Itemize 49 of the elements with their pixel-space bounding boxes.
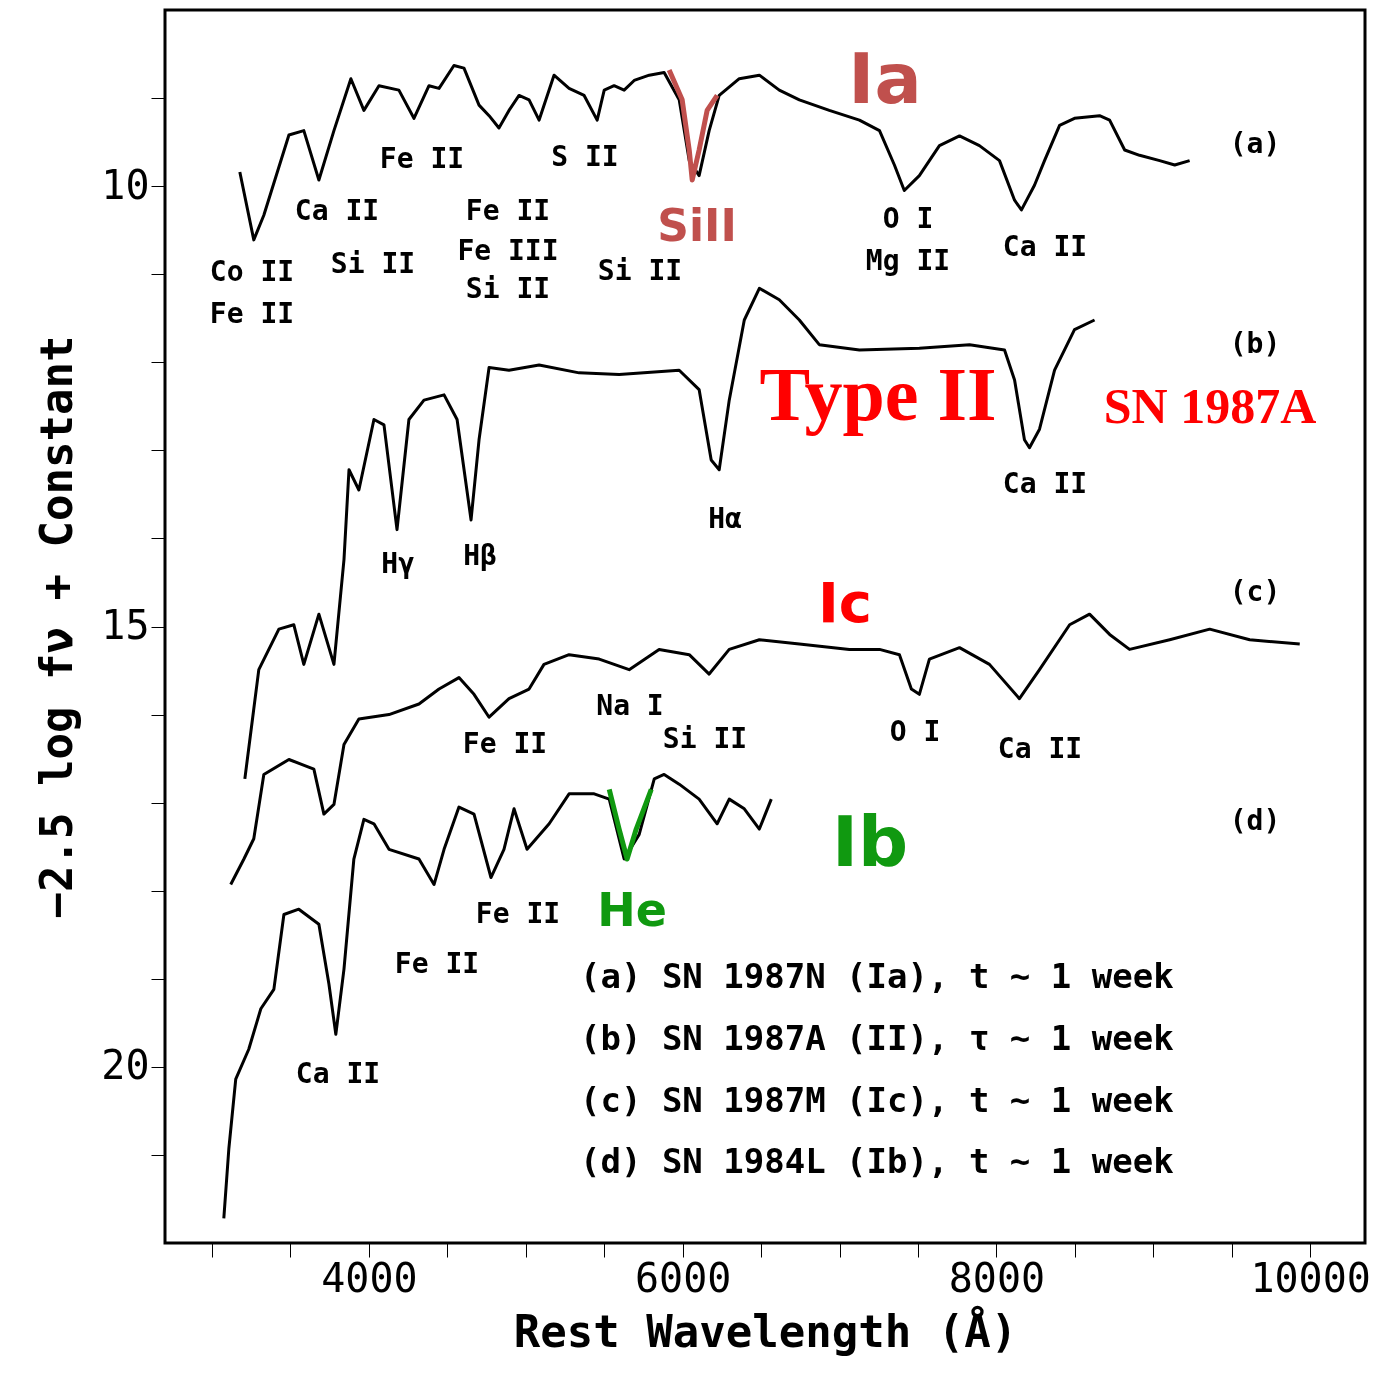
annotation: Ca II bbox=[997, 732, 1083, 765]
annotation: (c) bbox=[1229, 575, 1281, 608]
annotation: Co II bbox=[209, 255, 295, 288]
annotation: Hγ bbox=[381, 547, 415, 580]
annotation: Si II bbox=[662, 722, 748, 755]
annotation: (d) SN 1984L (Ib), t ~ 1 week bbox=[580, 1141, 1174, 1181]
annotation: (d) bbox=[1229, 804, 1281, 837]
annotation: (a) SN 1987N (Ia), t ~ 1 week bbox=[580, 956, 1174, 996]
annotation: Ca II bbox=[1002, 467, 1088, 500]
annotation: Si II bbox=[465, 272, 551, 305]
annotation: Ca II bbox=[1002, 230, 1088, 263]
annotation: SN 1987A bbox=[1103, 378, 1317, 434]
annotation: Ia bbox=[848, 38, 922, 120]
y-tick-label: 20 bbox=[101, 1042, 150, 1089]
annotation: Hα bbox=[708, 502, 742, 535]
annotation: S II bbox=[551, 140, 619, 173]
annotation: Ic bbox=[817, 570, 873, 635]
annotation: Mg II bbox=[865, 244, 951, 277]
annotation: Si II bbox=[330, 247, 416, 280]
y-axis-title: −2.5 log fν + Constant bbox=[31, 335, 83, 919]
annotation: Fe II bbox=[465, 194, 551, 227]
y-tick-label: 10 bbox=[101, 161, 150, 208]
annotation: Na I bbox=[596, 689, 664, 722]
annotation: O I bbox=[889, 715, 941, 748]
annotation: (b) bbox=[1229, 327, 1281, 360]
annotation: Fe II bbox=[475, 897, 561, 930]
x-tick-label: 6000 bbox=[634, 1254, 732, 1301]
x-tick-label: 10000 bbox=[1250, 1254, 1371, 1301]
annotation: (b) SN 1987A (II), τ ~ 1 week bbox=[580, 1018, 1174, 1058]
annotation: Fe III bbox=[457, 234, 559, 267]
annotation: Fe II bbox=[462, 727, 548, 760]
annotation: Fe II bbox=[209, 297, 295, 330]
annotation: Fe II bbox=[394, 947, 480, 980]
annotation: O I bbox=[882, 202, 934, 235]
annotation: Hβ bbox=[463, 539, 497, 572]
annotation: Ca II bbox=[294, 194, 380, 227]
annotation: Ib bbox=[831, 801, 909, 883]
annotation: Ca II bbox=[295, 1057, 381, 1090]
annotation: Si II bbox=[597, 254, 683, 287]
annotation: He bbox=[597, 883, 667, 937]
x-axis-title: Rest Wavelength (Å) bbox=[513, 1304, 1018, 1357]
annotation: (c) SN 1987M (Ic), t ~ 1 week bbox=[580, 1080, 1174, 1120]
annotation: (a) bbox=[1229, 127, 1281, 160]
x-tick-label: 8000 bbox=[948, 1254, 1046, 1301]
annotation: Fe II bbox=[379, 142, 465, 175]
y-tick-label: 15 bbox=[101, 602, 150, 648]
x-tick-label: 4000 bbox=[321, 1254, 418, 1301]
annotation: SiII bbox=[657, 200, 737, 251]
annotation: Type II bbox=[759, 352, 997, 436]
